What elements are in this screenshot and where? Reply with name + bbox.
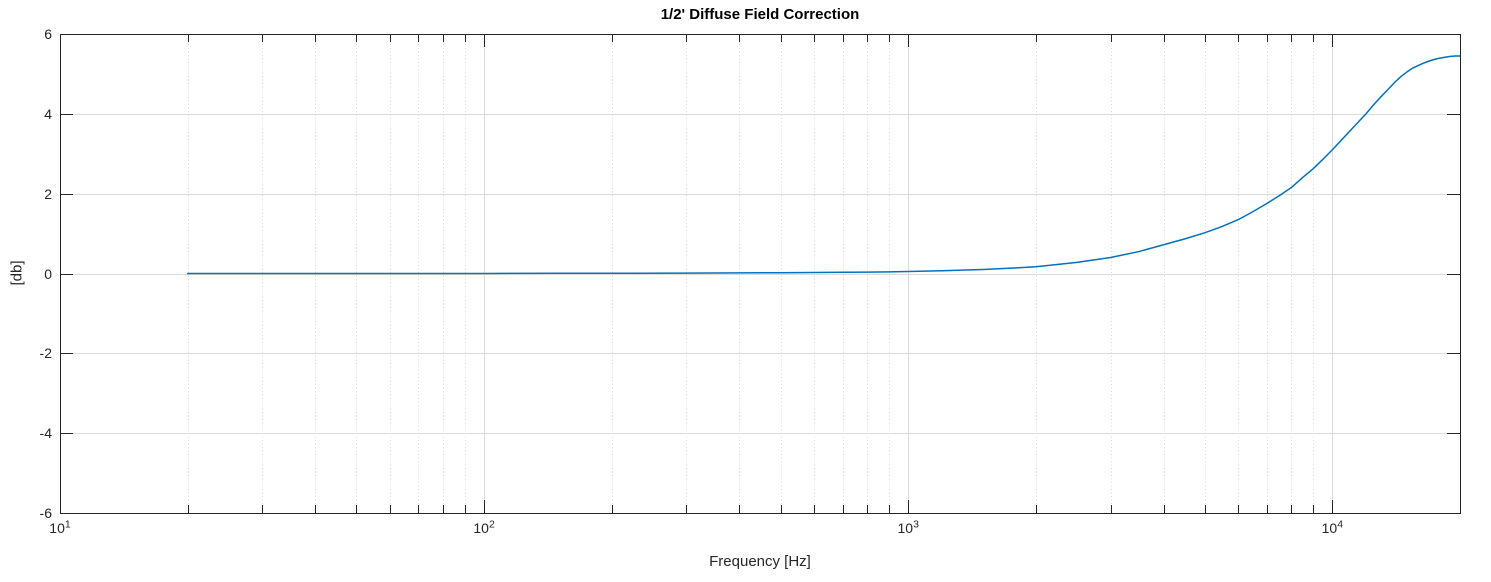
y-tick-label: -6 <box>39 505 52 521</box>
y-tick-label: 6 <box>44 26 52 42</box>
y-tick-label: -2 <box>39 345 52 362</box>
series-line <box>186 55 1461 275</box>
y-tick-label: 4 <box>44 105 52 122</box>
y-tick-label: -4 <box>39 425 52 442</box>
x-tick-label: 101 <box>49 518 71 536</box>
x-axis-label: Frequency [Hz] <box>709 553 811 570</box>
chart-title: 1/2' Diffuse Field Correction <box>660 6 860 23</box>
y-tick-label: 2 <box>44 185 52 202</box>
x-tick-label: 102 <box>473 518 495 536</box>
x-tick-label: 103 <box>897 518 919 536</box>
axes-box <box>60 34 1461 514</box>
x-tick-label: 104 <box>1321 518 1344 536</box>
y-tick-label: 0 <box>44 265 52 282</box>
